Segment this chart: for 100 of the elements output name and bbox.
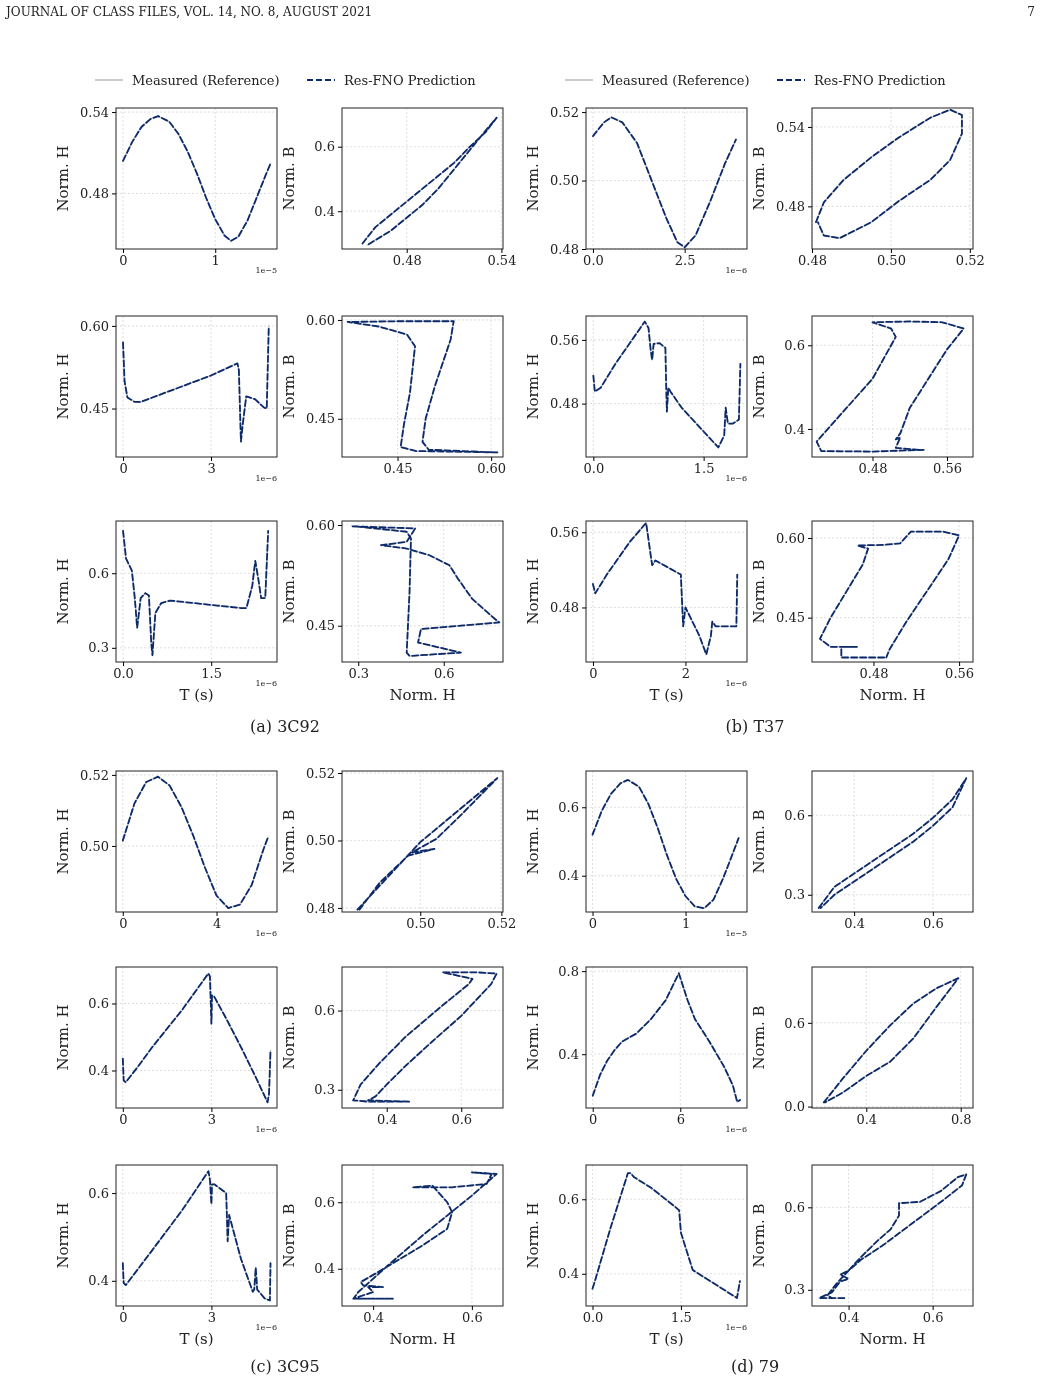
y-tick-label: 0.4 xyxy=(88,1273,109,1289)
x-tick-label: 0 xyxy=(588,916,598,932)
x-tick-label: 0.56 xyxy=(945,666,975,682)
text: 1e−6 xyxy=(255,929,277,938)
y-axis-title: Norm. B xyxy=(280,354,298,419)
y-axis-title: Norm. B xyxy=(750,559,768,624)
text: 1e−5 xyxy=(725,929,747,938)
y-axis-title: Norm. B xyxy=(280,809,298,874)
x-tick-label: 0 xyxy=(119,916,128,932)
x-tick-label: 3 xyxy=(207,1112,217,1128)
y-tick-label: 0.48 xyxy=(80,186,109,202)
x-tick-label: 2 xyxy=(681,666,691,682)
x-tick-label: 3 xyxy=(207,461,216,477)
y-tick-label: 0.60 xyxy=(776,530,805,546)
y-axis-title: Norm. B xyxy=(280,146,298,211)
y-axis-title: Norm. B xyxy=(750,809,768,874)
x-tick-label: 0.8 xyxy=(950,1112,972,1128)
x-axis-title: T (s) xyxy=(179,686,214,704)
y-axis-title: Norm. B xyxy=(750,146,768,211)
x-tick-label: 0.4 xyxy=(376,1112,398,1128)
y-axis-title: Norm. H xyxy=(524,558,542,625)
y-axis-title: Norm. H xyxy=(54,145,72,212)
x-tick-label: 0.6 xyxy=(923,916,944,932)
x-tick-label: 1.5 xyxy=(693,461,715,477)
text: (d) 79 xyxy=(730,1357,780,1376)
y-tick-label: 0.6 xyxy=(314,1003,335,1019)
x-axis-title: T (s) xyxy=(179,1330,214,1348)
x-tick-label: 0.0 xyxy=(583,461,605,477)
y-axis-title: Norm. H xyxy=(54,808,72,875)
x-tick-label: 0.48 xyxy=(859,666,889,682)
y-tick-label: 0.6 xyxy=(784,337,805,353)
y-tick-label: 0.52 xyxy=(550,104,579,120)
x-tick-label: 0.0 xyxy=(113,666,134,682)
y-tick-label: 0.6 xyxy=(314,1194,335,1210)
y-axis-title: Norm. H xyxy=(54,558,72,625)
y-axis-title: Norm. B xyxy=(750,354,768,419)
y-tick-label: 0.45 xyxy=(80,401,109,417)
x-tick-label: 0.0 xyxy=(583,253,604,269)
y-tick-label: 0.50 xyxy=(80,838,109,854)
x-tick-label: 0 xyxy=(119,253,128,269)
y-tick-label: 0.6 xyxy=(784,807,805,823)
x-tick-label: 0 xyxy=(119,1112,128,1128)
x-tick-label: 0.60 xyxy=(477,461,507,477)
y-tick-label: 0.6 xyxy=(558,1191,579,1207)
y-axis-title: Norm. B xyxy=(750,1005,768,1070)
text: 1e−6 xyxy=(255,474,277,483)
y-tick-label: 0.54 xyxy=(776,119,805,135)
y-tick-label: 0.48 xyxy=(306,900,335,916)
text: 1e−6 xyxy=(725,266,747,275)
y-tick-label: 0.48 xyxy=(550,396,579,412)
x-axis-title: Norm. H xyxy=(859,686,926,704)
x-tick-label: 0 xyxy=(589,666,598,682)
y-tick-label: 0.3 xyxy=(784,1282,805,1298)
y-tick-label: 0.54 xyxy=(80,104,109,120)
y-tick-label: 0.3 xyxy=(784,887,805,903)
y-axis-title: Norm. H xyxy=(524,1004,542,1071)
y-axis-title: Norm. H xyxy=(54,1202,72,1269)
x-axis-title: Norm. H xyxy=(859,1330,926,1348)
y-tick-label: 0.52 xyxy=(80,767,109,783)
y-tick-label: 0.6 xyxy=(558,799,579,815)
x-tick-label: 0.48 xyxy=(858,461,888,477)
legend-label: Measured (Reference) xyxy=(602,73,750,88)
x-tick-label: 0.3 xyxy=(348,666,370,682)
text: 1e−6 xyxy=(255,1323,277,1332)
y-axis-title: Norm. B xyxy=(750,1203,768,1268)
x-tick-label: 0.50 xyxy=(406,916,436,932)
y-axis-title: Norm. H xyxy=(524,1202,542,1269)
x-tick-label: 3 xyxy=(207,1310,217,1326)
y-tick-label: 0.45 xyxy=(776,610,805,626)
x-tick-label: 0.6 xyxy=(462,1310,483,1326)
y-tick-label: 0.56 xyxy=(550,524,579,540)
x-tick-label: 0.6 xyxy=(451,1112,473,1128)
x-tick-label: 0.48 xyxy=(798,253,827,269)
x-tick-label: 1 xyxy=(211,253,220,269)
x-axis-title: T (s) xyxy=(649,686,684,704)
x-tick-label: 0.4 xyxy=(363,1310,384,1326)
x-tick-label: 2.5 xyxy=(674,253,696,269)
x-tick-label: 6 xyxy=(676,1112,685,1128)
y-tick-label: 0.4 xyxy=(558,868,579,884)
y-tick-label: 0.4 xyxy=(314,1261,335,1277)
y-tick-label: 0.4 xyxy=(784,421,805,437)
y-tick-label: 0.6 xyxy=(784,1199,805,1215)
y-tick-label: 0.4 xyxy=(558,1046,579,1062)
x-tick-label: 4 xyxy=(212,916,222,932)
x-tick-label: 0 xyxy=(589,1112,598,1128)
x-tick-label: 0.52 xyxy=(487,916,517,932)
x-tick-label: 0.54 xyxy=(487,253,517,269)
y-tick-label: 0.48 xyxy=(550,600,579,616)
y-tick-label: 0.0 xyxy=(784,1099,805,1115)
y-tick-label: 0.52 xyxy=(306,765,335,781)
y-tick-label: 0.50 xyxy=(306,833,335,849)
y-axis-title: Norm. B xyxy=(280,1203,298,1268)
x-tick-label: 0.6 xyxy=(433,666,455,682)
text: (c) 3C95 xyxy=(250,1357,320,1376)
y-tick-label: 0.6 xyxy=(314,139,335,155)
x-axis-title: T (s) xyxy=(649,1330,684,1348)
text: 1e−6 xyxy=(255,679,277,688)
x-tick-label: 1.5 xyxy=(671,1310,692,1326)
y-tick-label: 0.45 xyxy=(306,618,335,634)
y-tick-label: 0.45 xyxy=(306,411,335,427)
